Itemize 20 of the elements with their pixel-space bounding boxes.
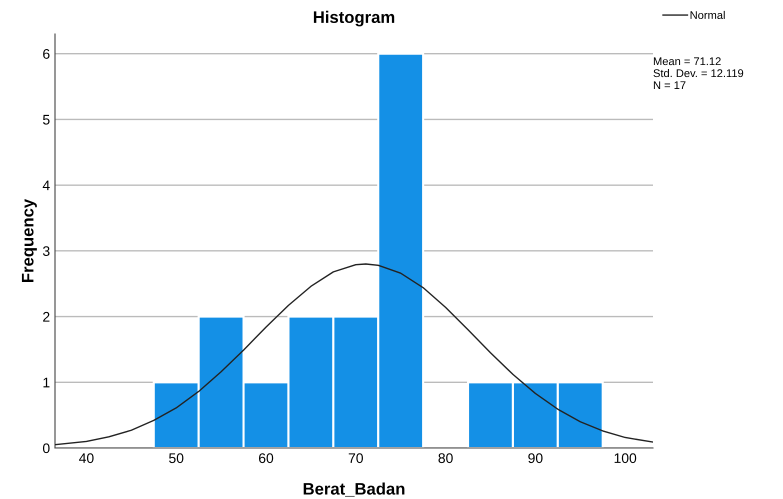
x-tick-label: 100: [614, 453, 636, 464]
x-tick-label: 60: [258, 453, 274, 464]
y-tick-label: 2: [43, 312, 50, 322]
x-tick-label: 70: [348, 453, 363, 464]
chart-title: Histogram: [314, 10, 394, 26]
y-tick-label: 6: [43, 49, 50, 59]
legend-label: Normal: [690, 10, 725, 20]
line-series: [55, 263, 653, 446]
y-tick-label: 5: [42, 114, 50, 125]
x-tick-label: 90: [528, 453, 543, 464]
y-tick-label: 4: [42, 180, 50, 190]
x-tick-label: 40: [79, 453, 94, 464]
x-tick-label: 50: [169, 453, 184, 464]
y-tick-label: 0: [42, 443, 50, 454]
x-axis-title: Berat_Badan: [304, 482, 404, 497]
y-axis-title: Frequency: [22, 198, 37, 282]
text: Mean = 71.12 Std. Dev. = 12.119 N = 17: [654, 57, 744, 89]
x-tick-label: 80: [438, 453, 453, 464]
y-tick-label: 1: [43, 378, 50, 388]
y-tick-label: 3: [42, 246, 50, 256]
